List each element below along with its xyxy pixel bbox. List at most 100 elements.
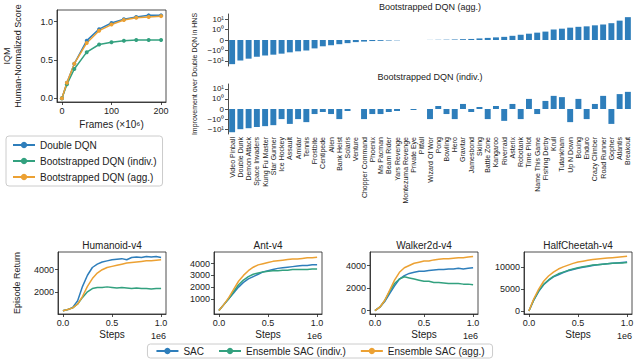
svg-text:Walker2d-v4: Walker2d-v4 xyxy=(396,240,452,251)
svg-text:Human-Normalized Score: Human-Normalized Score xyxy=(13,4,23,108)
svg-text:0.0: 0.0 xyxy=(213,318,226,328)
svg-text:10¹: 10¹ xyxy=(212,84,224,93)
svg-text:10¹: 10¹ xyxy=(212,15,224,24)
svg-text:Steps: Steps xyxy=(565,329,591,340)
svg-text:Skiing: Skiing xyxy=(476,137,484,156)
svg-text:10⁰: 10⁰ xyxy=(212,25,224,34)
svg-text:0.0: 0.0 xyxy=(523,318,536,328)
svg-text:Montezuma Revenge: Montezuma Revenge xyxy=(402,137,410,204)
svg-text:1e6: 1e6 xyxy=(617,331,632,341)
svg-text:5000: 5000 xyxy=(500,284,520,294)
svg-text:Crazy Climber: Crazy Climber xyxy=(591,136,599,181)
svg-text:Space Invaders: Space Invaders xyxy=(253,137,261,186)
svg-text:4000: 4000 xyxy=(190,259,210,269)
svg-text:0: 0 xyxy=(220,36,225,45)
svg-text:Star Gunner: Star Gunner xyxy=(270,136,277,175)
svg-text:Ant-v4: Ant-v4 xyxy=(254,240,283,251)
svg-text:Name This Game: Name This Game xyxy=(534,137,541,192)
svg-text:10⁰: 10⁰ xyxy=(212,94,224,103)
svg-text:Assault: Assault xyxy=(286,137,293,160)
svg-text:Tennis: Tennis xyxy=(303,137,310,158)
svg-text:Alien: Alien xyxy=(328,137,335,153)
svg-text:1.0: 1.0 xyxy=(467,318,480,328)
svg-text:Chopper Command: Chopper Command xyxy=(361,137,369,198)
svg-text:4000: 4000 xyxy=(34,265,54,275)
svg-text:−10¹: −10¹ xyxy=(208,125,225,134)
svg-text:−10¹: −10¹ xyxy=(208,56,225,65)
svg-text:Ensemble SAC (agg.): Ensemble SAC (agg.) xyxy=(388,346,485,357)
svg-text:Pong: Pong xyxy=(435,137,443,153)
svg-text:Kung Fu Master: Kung Fu Master xyxy=(262,136,270,186)
svg-text:Wizard Of Wor: Wizard Of Wor xyxy=(427,136,434,182)
svg-text:200: 200 xyxy=(154,106,169,116)
svg-text:1.0: 1.0 xyxy=(40,17,53,27)
svg-text:Steps: Steps xyxy=(255,329,281,340)
svg-text:0.5: 0.5 xyxy=(106,318,119,328)
svg-text:Frostbite: Frostbite xyxy=(311,137,318,164)
svg-text:0: 0 xyxy=(361,306,366,316)
svg-text:10000: 10000 xyxy=(495,262,520,272)
svg-text:Time Pilot: Time Pilot xyxy=(525,137,532,168)
svg-text:Humanoid-v4: Humanoid-v4 xyxy=(82,240,142,251)
svg-text:Frames (×10⁶): Frames (×10⁶) xyxy=(79,119,143,130)
svg-text:0.5: 0.5 xyxy=(40,55,53,65)
svg-text:Krull: Krull xyxy=(550,137,557,151)
svg-text:Ms Pacman: Ms Pacman xyxy=(377,137,384,174)
svg-text:2000: 2000 xyxy=(190,282,210,292)
svg-text:100: 100 xyxy=(104,106,119,116)
svg-text:Pitfall: Pitfall xyxy=(418,137,425,155)
svg-text:Hero: Hero xyxy=(451,137,458,152)
svg-text:HalfCheetah-v4: HalfCheetah-v4 xyxy=(543,240,613,251)
svg-text:2000: 2000 xyxy=(34,287,54,297)
svg-text:0: 0 xyxy=(59,106,64,116)
svg-text:1.0: 1.0 xyxy=(155,318,168,328)
svg-text:0.0: 0.0 xyxy=(369,318,382,328)
svg-text:Fishing Derby: Fishing Derby xyxy=(542,137,550,181)
svg-text:Episode Return: Episode Return xyxy=(12,252,22,314)
svg-text:Demon Attack: Demon Attack xyxy=(245,137,252,181)
svg-text:Private Eye: Private Eye xyxy=(410,137,418,173)
svg-text:Gopher: Gopher xyxy=(608,136,616,160)
svg-text:Atlantis: Atlantis xyxy=(616,137,623,160)
svg-text:0.0: 0.0 xyxy=(40,93,53,103)
svg-text:4000: 4000 xyxy=(346,261,366,271)
svg-text:Centipede: Centipede xyxy=(319,137,327,169)
svg-text:Jamesbond: Jamesbond xyxy=(468,137,475,173)
svg-text:Ensemble SAC (indiv.): Ensemble SAC (indiv.) xyxy=(246,346,346,357)
svg-text:0.5: 0.5 xyxy=(418,318,431,328)
svg-text:0: 0 xyxy=(515,306,520,316)
svg-text:Kangaroo: Kangaroo xyxy=(492,137,500,167)
svg-text:1000: 1000 xyxy=(190,294,210,304)
svg-text:Amidar: Amidar xyxy=(295,136,302,159)
svg-text:Bootstrapped DQN (indiv.): Bootstrapped DQN (indiv.) xyxy=(40,156,157,167)
svg-text:2000: 2000 xyxy=(346,283,366,293)
svg-text:3000: 3000 xyxy=(190,270,210,280)
svg-text:IQM: IQM xyxy=(2,48,12,65)
svg-text:0.5: 0.5 xyxy=(572,318,585,328)
svg-text:Ice Hockey: Ice Hockey xyxy=(278,137,286,172)
svg-text:Riverraid: Riverraid xyxy=(501,137,508,165)
svg-text:Improvement over Double DQN in: Improvement over Double DQN in HNS xyxy=(191,13,199,135)
svg-text:1.0: 1.0 xyxy=(311,318,324,328)
svg-text:Double Dunk: Double Dunk xyxy=(237,137,244,178)
svg-text:1e6: 1e6 xyxy=(151,331,166,341)
svg-text:Asterix: Asterix xyxy=(509,137,516,159)
svg-text:SAC: SAC xyxy=(183,346,204,357)
svg-text:Boxing: Boxing xyxy=(575,137,583,159)
svg-text:Road Runner: Road Runner xyxy=(600,136,607,178)
svg-text:1e6: 1e6 xyxy=(307,331,322,341)
svg-text:0: 0 xyxy=(220,105,225,114)
svg-text:Yars Revenge: Yars Revenge xyxy=(394,137,402,181)
svg-text:Steps: Steps xyxy=(99,329,125,340)
svg-text:Steps: Steps xyxy=(411,329,437,340)
svg-text:Bootstrapped DQN (indiv.): Bootstrapped DQN (indiv.) xyxy=(378,72,483,82)
svg-text:Venture: Venture xyxy=(352,137,359,161)
svg-text:Video Pinball: Video Pinball xyxy=(229,137,236,178)
svg-text:Bank Heist: Bank Heist xyxy=(336,137,343,171)
svg-text:0.0: 0.0 xyxy=(57,318,70,328)
svg-text:Up N Down: Up N Down xyxy=(567,137,575,173)
svg-text:Solaris: Solaris xyxy=(344,137,351,159)
svg-text:1.0: 1.0 xyxy=(621,318,634,328)
svg-text:−10⁰: −10⁰ xyxy=(207,115,224,124)
svg-text:1e6: 1e6 xyxy=(463,331,478,341)
